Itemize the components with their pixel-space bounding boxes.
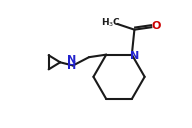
Text: H$_3$C: H$_3$C — [101, 16, 121, 29]
Text: O: O — [152, 22, 161, 31]
Text: N: N — [130, 51, 140, 61]
Text: H: H — [67, 61, 77, 71]
Text: N: N — [67, 55, 77, 65]
